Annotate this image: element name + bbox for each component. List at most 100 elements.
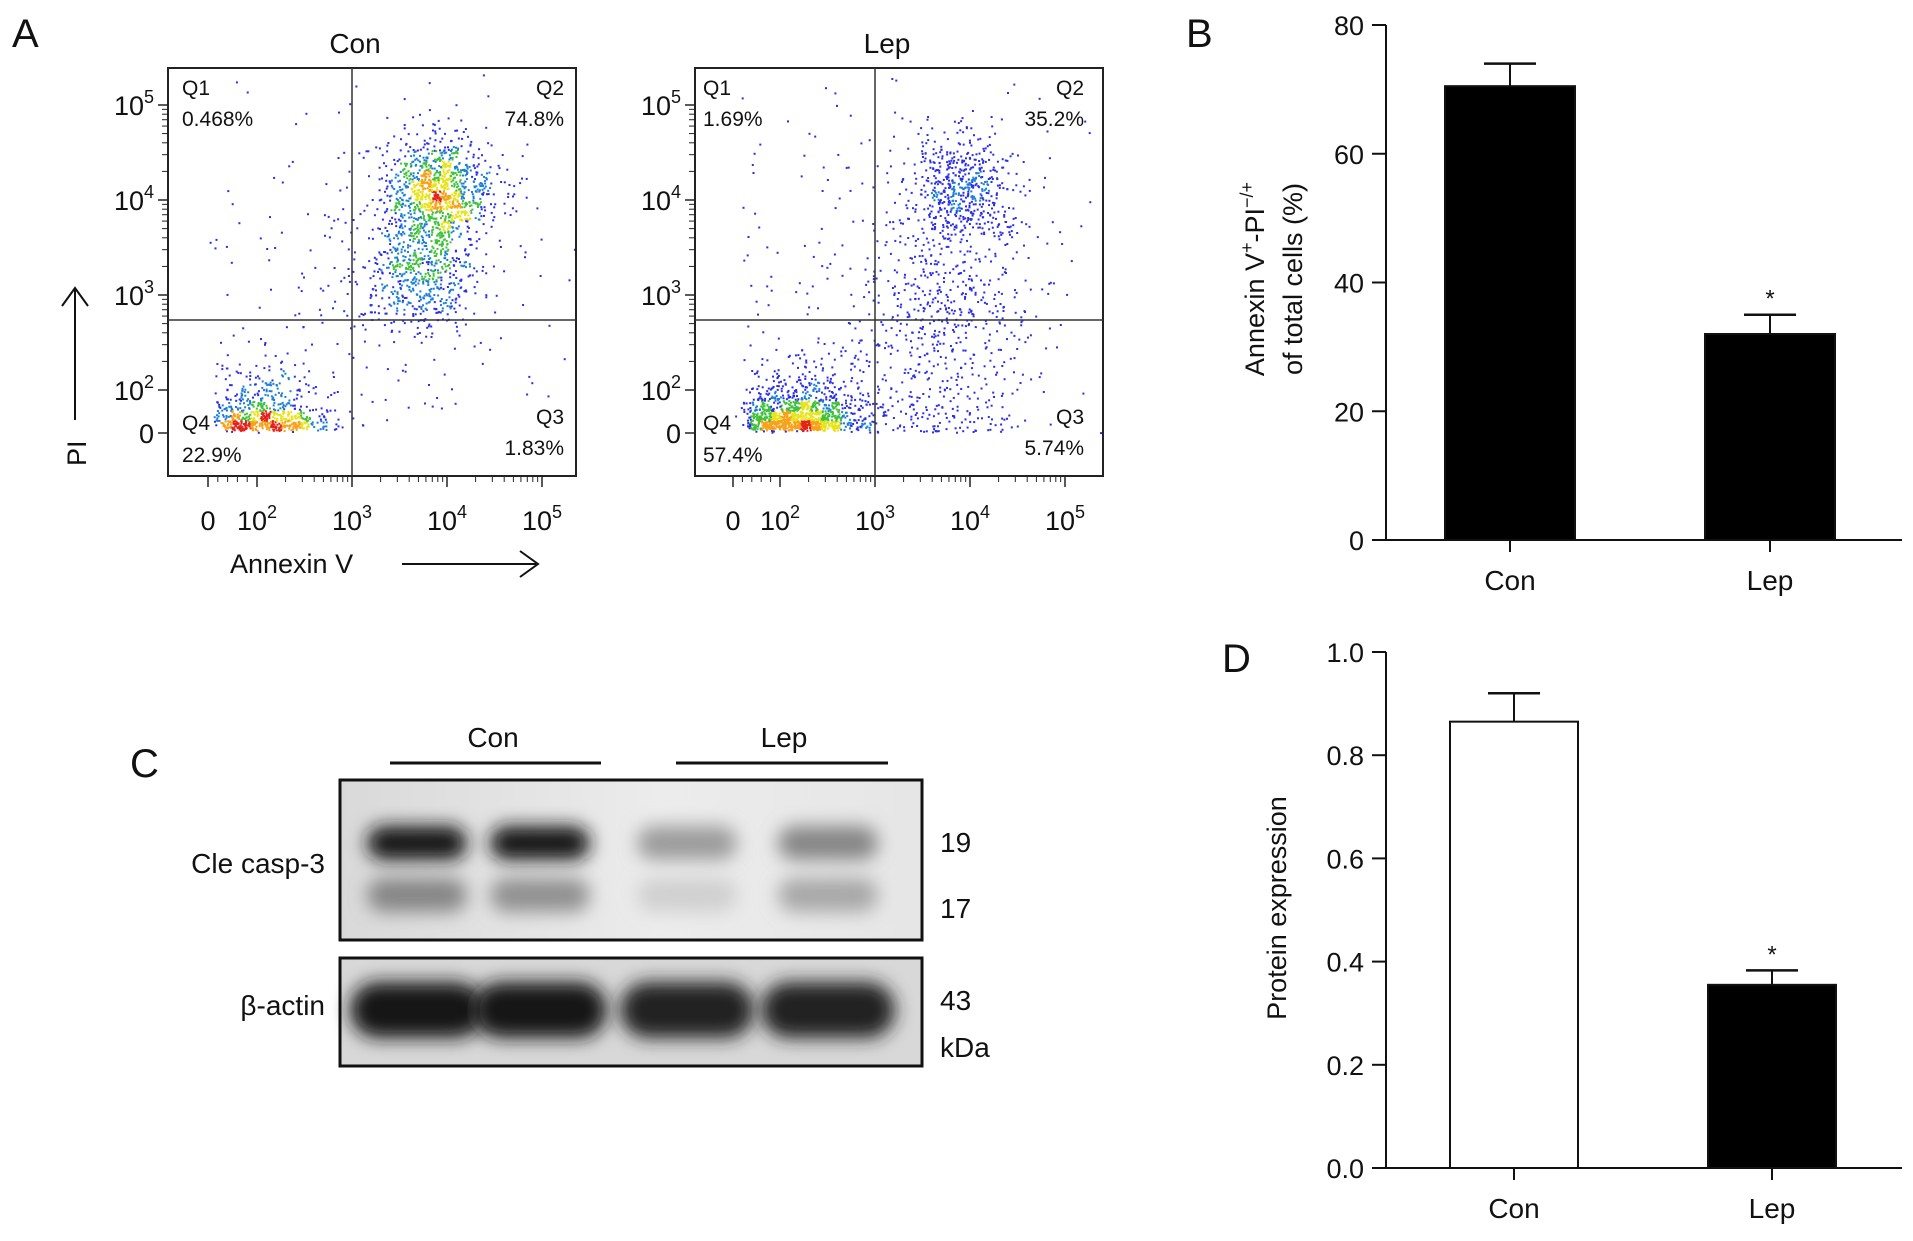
flow-dot xyxy=(907,371,910,374)
flow-dot xyxy=(432,129,434,132)
flow-dot xyxy=(464,202,467,205)
flow-dot xyxy=(943,327,946,330)
flow-dot xyxy=(414,227,417,230)
flow-dot xyxy=(511,207,514,210)
flow-dot xyxy=(804,401,807,404)
flow-dot xyxy=(269,420,272,423)
flow-dot xyxy=(749,425,752,428)
flow-dot xyxy=(409,239,412,241)
flow-plot-con: Con Q1 0.468% Q2 74.8% Q3 1.83% Q4 22.9%… xyxy=(114,28,577,536)
flow-dot xyxy=(1027,336,1029,339)
flow-dot xyxy=(831,366,834,369)
flow-dot xyxy=(809,419,812,422)
flow-dot xyxy=(964,209,967,212)
flow-dot xyxy=(435,226,438,229)
flow-dot xyxy=(289,404,292,407)
flow-dot xyxy=(756,388,759,391)
flow-dot xyxy=(782,428,785,431)
flow-dot xyxy=(409,146,412,149)
flow-dot xyxy=(420,306,423,309)
flow-dot xyxy=(429,137,432,140)
flow-dot xyxy=(220,341,222,344)
flow-dot xyxy=(266,415,269,418)
flow-dot xyxy=(476,171,479,174)
flow-dot xyxy=(857,358,860,361)
flow-dot xyxy=(948,186,951,189)
flow-dot xyxy=(258,418,261,421)
flow-dot xyxy=(838,413,841,416)
flow-dot xyxy=(233,413,235,416)
flow-dot xyxy=(407,268,410,271)
flow-dot xyxy=(952,268,955,271)
flow-dot xyxy=(857,429,860,432)
flow-dot xyxy=(942,226,945,229)
flow-dot xyxy=(432,228,435,231)
flow-dot xyxy=(390,304,393,307)
flow-dot xyxy=(281,427,283,430)
flow-dot xyxy=(761,363,764,366)
flow-dot xyxy=(953,120,956,123)
flow-dot xyxy=(777,417,780,420)
flow-dot xyxy=(273,417,276,420)
flow-dot xyxy=(442,165,444,168)
flow-dot xyxy=(401,264,404,267)
flow-dot xyxy=(939,290,942,293)
flow-dot xyxy=(451,238,454,241)
flow-dot xyxy=(810,407,813,410)
flow-dot xyxy=(268,429,271,432)
flow-dot xyxy=(403,175,406,178)
flow-dot xyxy=(435,201,438,204)
flow-dot xyxy=(953,228,956,231)
flow-dot xyxy=(428,323,431,326)
flow-dot xyxy=(425,245,428,247)
flow-dot xyxy=(424,231,427,234)
flow-dot xyxy=(435,259,438,262)
flow-dot xyxy=(415,262,418,265)
flow-dot xyxy=(322,426,325,429)
flow-dot xyxy=(842,380,845,383)
flow-dot xyxy=(239,372,242,375)
flow-dot xyxy=(391,216,394,219)
flow-dot xyxy=(466,167,469,170)
flow-dot xyxy=(265,412,268,415)
flow-dot xyxy=(979,214,982,217)
flow-dot xyxy=(481,269,484,272)
flow-dot xyxy=(972,195,975,198)
flow-dot xyxy=(771,395,774,398)
flow-dot xyxy=(312,409,314,412)
q3-name-con: Q3 xyxy=(536,406,564,429)
flow-dot xyxy=(957,272,960,275)
flow-dot xyxy=(969,141,971,144)
flow-dot xyxy=(432,200,435,203)
flow-dot xyxy=(393,135,396,138)
flow-dot xyxy=(224,420,227,423)
flow-dot xyxy=(395,295,398,298)
flow-dot xyxy=(926,194,929,197)
flow-dot xyxy=(799,379,802,382)
flow-dot xyxy=(980,194,983,197)
flow-dot xyxy=(269,216,271,219)
flow-dot xyxy=(915,204,918,206)
flow-dot xyxy=(447,187,450,190)
flow-dot xyxy=(884,423,887,426)
flow-dot xyxy=(439,206,442,209)
flow-dot xyxy=(402,259,405,262)
flow-dot xyxy=(378,147,381,150)
flow-dot xyxy=(237,408,240,411)
flow-dot xyxy=(875,422,878,425)
flow-dot xyxy=(829,422,832,425)
flow-dot xyxy=(409,213,412,216)
flow-dot xyxy=(982,210,985,213)
flow-dot xyxy=(760,405,763,408)
flow-dot xyxy=(903,276,906,279)
flow-dot xyxy=(918,371,921,374)
flow-dot xyxy=(1024,419,1027,422)
flow-dot xyxy=(403,308,406,311)
flow-dot xyxy=(983,233,986,236)
flow-dot xyxy=(426,294,429,297)
flow-dot xyxy=(445,269,448,272)
flow-dot xyxy=(249,378,251,381)
flow-dot xyxy=(981,158,984,161)
flow-dot xyxy=(964,164,967,167)
flow-dot xyxy=(956,431,958,434)
